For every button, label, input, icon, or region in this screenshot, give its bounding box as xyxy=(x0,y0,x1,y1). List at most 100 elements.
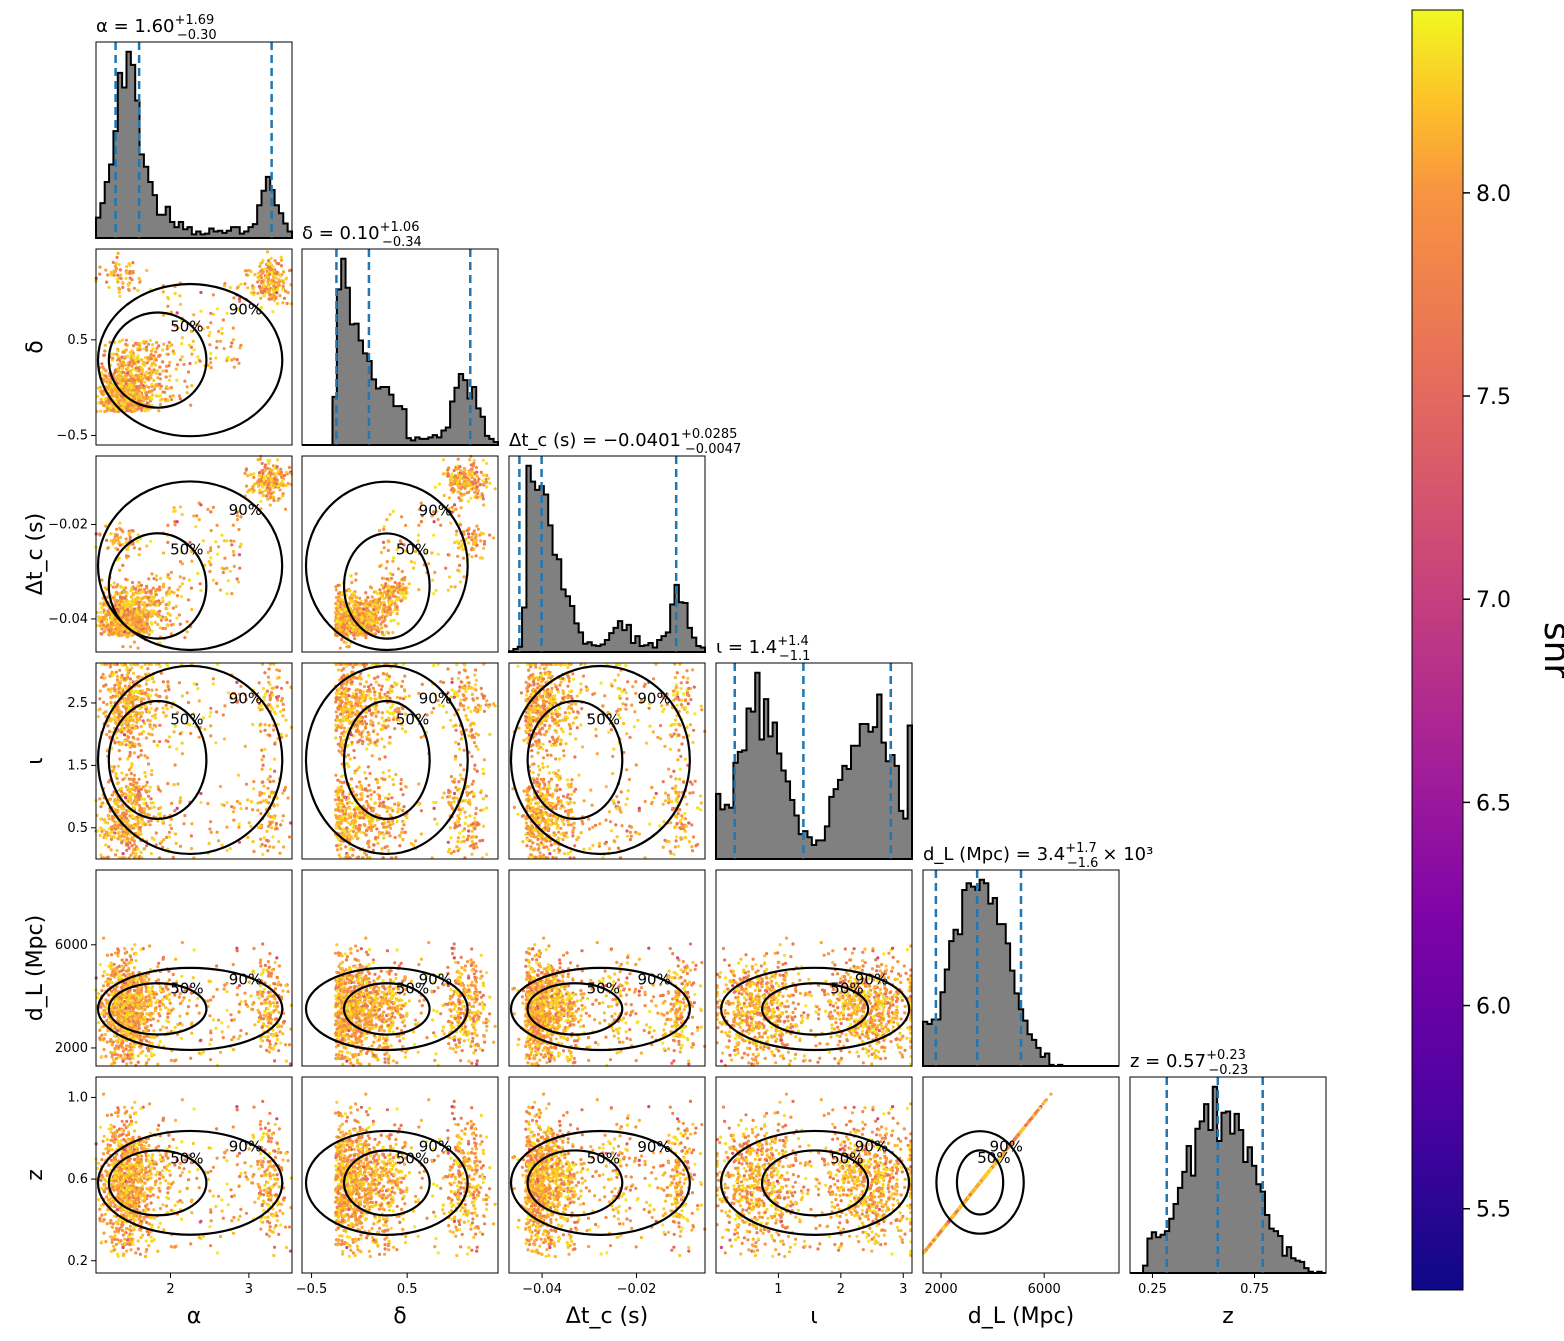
scatter-point xyxy=(431,578,435,582)
scatter-point xyxy=(230,341,234,345)
scatter-point xyxy=(386,608,390,612)
scatter-point xyxy=(284,276,288,280)
scatter-point xyxy=(129,589,133,593)
scatter-point xyxy=(267,680,271,684)
scatter-point xyxy=(121,285,125,289)
scatter-point xyxy=(267,795,271,799)
scatter-point xyxy=(206,507,210,511)
scatter-point xyxy=(266,483,270,487)
scatter-point xyxy=(119,385,124,389)
scatter-point xyxy=(119,273,123,277)
scatter-point xyxy=(377,529,381,533)
scatter-point xyxy=(117,263,121,267)
scatter-point xyxy=(218,588,223,592)
scatter-point xyxy=(364,636,368,640)
scatter-point xyxy=(135,385,139,389)
scatter-point xyxy=(152,805,156,809)
scatter-point xyxy=(170,801,174,806)
scatter-point xyxy=(191,339,195,343)
title-minus: −0.34 xyxy=(382,235,422,250)
scatter-point xyxy=(441,458,445,462)
scatter-point xyxy=(107,632,111,636)
scatter-point xyxy=(107,407,111,412)
scatter-point xyxy=(160,397,164,401)
scatter-point xyxy=(209,510,213,514)
scatter-point xyxy=(251,808,255,812)
scatter-point xyxy=(173,523,177,527)
scatter-point xyxy=(374,614,378,618)
scatter-point xyxy=(371,616,375,620)
scatter-point xyxy=(116,831,120,835)
scatter-point xyxy=(132,640,136,644)
scatter-point xyxy=(155,707,159,711)
scatter-point xyxy=(117,603,121,607)
scatter-point xyxy=(334,588,338,592)
scatter-point xyxy=(99,805,103,809)
scatter-point xyxy=(236,773,241,777)
scatter-point xyxy=(119,609,124,613)
scatter-point xyxy=(178,622,182,626)
scatter-point xyxy=(165,364,169,368)
scatter-point xyxy=(149,621,153,625)
scatter-point xyxy=(105,538,109,543)
scatter-point xyxy=(279,258,284,262)
scatter-point xyxy=(382,525,386,529)
scatter-point xyxy=(380,616,384,620)
scatter-point xyxy=(148,785,152,789)
scatter-point xyxy=(126,282,130,286)
scatter-point xyxy=(115,375,119,379)
scatter-point xyxy=(382,527,386,532)
scatter-point xyxy=(258,790,262,795)
scatter-point xyxy=(211,578,215,582)
scatter-point xyxy=(284,718,288,722)
scatter-point xyxy=(127,600,131,604)
scatter-point xyxy=(374,598,378,602)
scatter-point xyxy=(128,750,132,755)
scatter-point xyxy=(225,848,229,853)
scatter-point xyxy=(225,566,229,570)
scatter-point xyxy=(124,338,128,342)
scatter-point xyxy=(251,287,255,291)
scatter-point xyxy=(376,630,381,634)
scatter-point xyxy=(368,613,372,617)
scatter-point xyxy=(252,475,256,479)
scatter-point xyxy=(458,563,462,568)
scatter-point xyxy=(232,296,236,300)
scatter-point xyxy=(215,523,219,528)
scatter-point xyxy=(348,599,352,604)
contour-label: 50% xyxy=(396,540,429,558)
scatter-point xyxy=(281,279,285,283)
scatter-point xyxy=(121,777,125,782)
scatter-point xyxy=(488,481,492,485)
scatter-point xyxy=(189,731,193,736)
scatter-point xyxy=(348,621,352,625)
scatter-point xyxy=(167,600,171,605)
scatter-point xyxy=(121,350,125,354)
scatter-point xyxy=(265,273,269,277)
scatter-point xyxy=(146,595,151,600)
scatter-point xyxy=(127,385,131,389)
scatter-point xyxy=(128,610,132,614)
scatter-point xyxy=(167,344,171,349)
scatter-point xyxy=(124,633,128,637)
scatter-point xyxy=(269,256,273,260)
scatter-point xyxy=(249,472,253,477)
scatter-point xyxy=(257,277,261,281)
scatter-point xyxy=(277,278,281,282)
scatter-point xyxy=(273,769,277,773)
scatter-point xyxy=(478,495,482,499)
scatter-point xyxy=(139,583,143,587)
scatter-point xyxy=(283,289,288,293)
panel-dtc-delta: 50%90% xyxy=(301,454,499,653)
scatter-point xyxy=(353,610,357,614)
scatter-point xyxy=(190,822,194,826)
scatter-point xyxy=(107,729,111,734)
scatter-point xyxy=(266,786,270,790)
scatter-point xyxy=(449,475,453,479)
scatter-point xyxy=(98,797,102,801)
scatter-point xyxy=(125,391,129,395)
scatter-point xyxy=(169,570,173,575)
scatter-point xyxy=(122,590,126,594)
scatter-point xyxy=(175,311,179,315)
scatter-point xyxy=(154,574,158,578)
